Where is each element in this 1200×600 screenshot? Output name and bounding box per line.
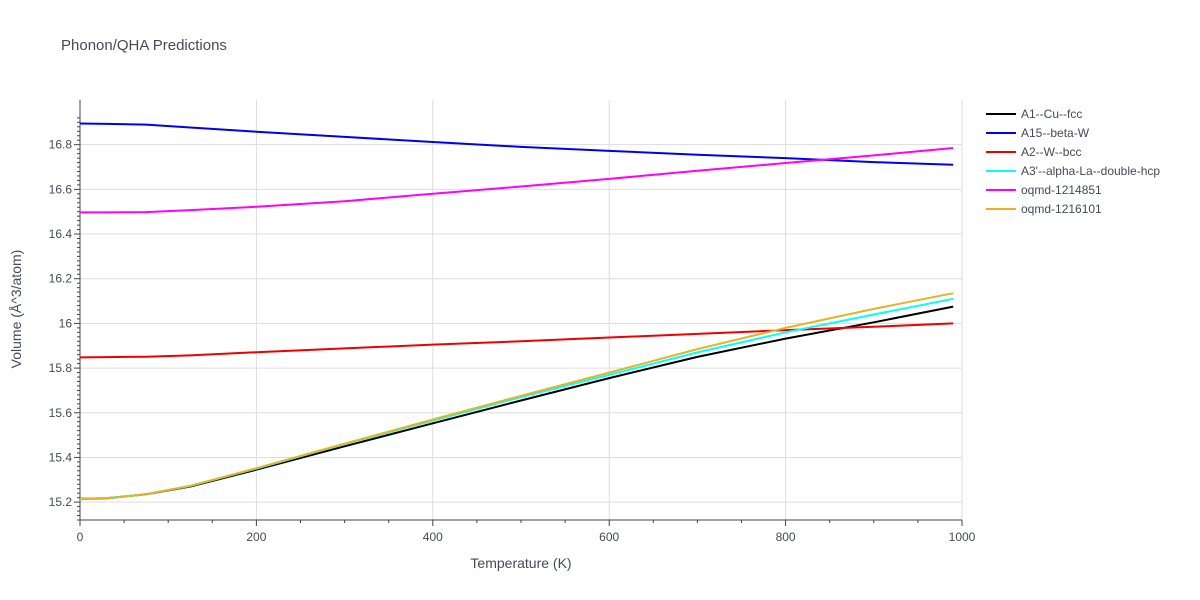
x-tick-label: 1000 [949,530,976,544]
x-tick-label: 800 [776,530,796,544]
axes: 0 200 400 600 800 1000 15.2 15.4 15.6 15.8 16 16.2 1… [49,100,976,544]
series-line-oqmd-1214851 [80,147,954,214]
y-tick-label: 15.2 [49,495,73,509]
legend-label: A2--W--bcc [1021,145,1081,159]
x-tick-label: 600 [599,530,619,544]
legend-item-a3-alpha-la-double-hcp[interactable]: A3'--alpha-La--double-hcp [986,164,1160,178]
plot-area [79,122,954,501]
series-line-a1-cu-fcc [79,305,954,500]
y-axis-title: Volume (Å^3/atom) [8,250,24,369]
x-tick-label: 400 [423,530,443,544]
legend-item-a2-w-bcc[interactable]: A2--W--bcc [986,145,1081,159]
series-line-a2-w-bcc [79,322,954,359]
grid [80,100,963,520]
y-tick-label: 16.8 [49,138,73,152]
series-line-oqmd-1216101 [79,292,954,501]
y-tick-label: 15.4 [49,450,73,464]
legend-label: oqmd-1214851 [1021,183,1102,197]
legend-item-a15-beta-w[interactable]: A15--beta-W [986,126,1090,140]
series-line-a15-beta-w [79,122,954,166]
legend-label: A3'--alpha-La--double-hcp [1021,164,1160,178]
legend-item-oqmd-1214851[interactable]: oqmd-1214851 [986,183,1102,197]
legend-label: A1--Cu--fcc [1021,107,1082,121]
y-tick-label: 15.6 [49,406,73,420]
y-tick-label: 16 [59,316,73,330]
y-tick-label: 16.4 [49,227,73,241]
legend-label: A15--beta-W [1021,126,1090,140]
legend-label: oqmd-1216101 [1021,202,1102,216]
legend-item-a1-cu-fcc[interactable]: A1--Cu--fcc [986,107,1082,121]
legend: A1--Cu--fcc A15--beta-W A2--W--bcc A3'--alp… [986,107,1160,216]
x-axis-title: Temperature (K) [470,555,571,571]
legend-item-oqmd-1216101[interactable]: oqmd-1216101 [986,202,1102,216]
y-tick-label: 15.8 [49,361,73,375]
x-tick-label: 0 [77,530,84,544]
y-tick-label: 16.6 [49,182,73,196]
chart-title: Phonon/QHA Predictions [61,37,227,54]
x-tick-label: 200 [246,530,266,544]
y-tick-label: 16.2 [49,272,73,286]
